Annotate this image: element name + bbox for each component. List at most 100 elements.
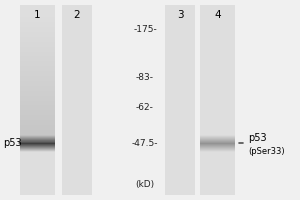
Bar [200, 127, 235, 128]
Bar [62, 121, 92, 122]
Bar [20, 135, 55, 136]
Bar [200, 7, 235, 8]
Bar [165, 76, 195, 77]
Bar [200, 96, 235, 97]
Bar [62, 85, 92, 86]
Bar [62, 108, 92, 109]
Bar [200, 37, 235, 38]
Bar [20, 101, 55, 102]
Bar [62, 91, 92, 92]
Bar [200, 152, 235, 153]
Bar [62, 13, 92, 14]
Bar [20, 8, 55, 9]
Bar [165, 114, 195, 115]
Bar [20, 84, 55, 85]
Bar [165, 135, 195, 136]
Bar [20, 130, 55, 131]
Bar [20, 50, 55, 51]
Bar [165, 77, 195, 78]
Bar [200, 145, 235, 146]
Bar [200, 87, 235, 88]
Bar [20, 9, 55, 10]
Bar [62, 144, 92, 145]
Bar [20, 192, 55, 193]
Bar [20, 64, 55, 65]
Bar [165, 75, 195, 76]
Bar [200, 183, 235, 184]
Bar [200, 133, 235, 134]
Bar [200, 121, 235, 122]
Bar [20, 32, 55, 33]
Bar [62, 22, 92, 23]
Bar [62, 157, 92, 158]
Bar [62, 166, 92, 167]
Bar [165, 139, 195, 140]
Bar [165, 96, 195, 97]
Bar [62, 75, 92, 76]
Bar [20, 147, 55, 148]
Bar [20, 189, 55, 190]
Bar [20, 151, 55, 152]
Bar [62, 164, 92, 165]
Bar [62, 34, 92, 35]
Bar [20, 24, 55, 25]
Bar [200, 80, 235, 81]
Bar [62, 109, 92, 110]
Bar [200, 186, 235, 187]
Bar [200, 12, 235, 13]
Bar [62, 142, 92, 143]
Bar [165, 46, 195, 47]
Bar [20, 156, 55, 157]
Bar [165, 182, 195, 183]
Bar [62, 60, 92, 61]
Bar [20, 97, 55, 98]
Bar [165, 161, 195, 162]
Bar [200, 164, 235, 165]
Bar [200, 157, 235, 158]
Bar [200, 175, 235, 176]
Bar [62, 31, 92, 32]
Bar [165, 86, 195, 87]
Bar [62, 170, 92, 171]
Bar [165, 188, 195, 189]
Bar [62, 136, 92, 137]
Bar [62, 19, 92, 20]
Bar [165, 138, 195, 139]
Bar [62, 59, 92, 60]
Bar [165, 91, 195, 92]
Bar [20, 150, 55, 151]
Bar [200, 119, 235, 120]
Bar [62, 155, 92, 156]
Bar [165, 122, 195, 123]
Bar [20, 172, 55, 173]
Bar [20, 100, 55, 101]
Bar [62, 143, 92, 144]
Bar [62, 187, 92, 188]
Bar [165, 159, 195, 160]
Bar [62, 97, 92, 98]
Bar [62, 134, 92, 135]
Bar [62, 49, 92, 50]
Bar [200, 45, 235, 46]
Bar [20, 144, 55, 145]
Bar [165, 166, 195, 167]
Bar [200, 192, 235, 193]
Bar [20, 154, 55, 155]
Bar [20, 185, 55, 186]
Bar [165, 191, 195, 192]
Bar [62, 147, 92, 148]
Bar [165, 150, 195, 151]
Bar [165, 57, 195, 58]
Bar [200, 19, 235, 20]
Bar [165, 163, 195, 164]
Bar [165, 141, 195, 142]
Bar [165, 37, 195, 38]
Bar [165, 181, 195, 182]
Bar [20, 17, 55, 18]
Bar [20, 93, 55, 94]
Bar [20, 124, 55, 125]
Bar [165, 28, 195, 29]
Bar [20, 122, 55, 123]
Bar [200, 110, 235, 111]
Bar [62, 71, 92, 72]
